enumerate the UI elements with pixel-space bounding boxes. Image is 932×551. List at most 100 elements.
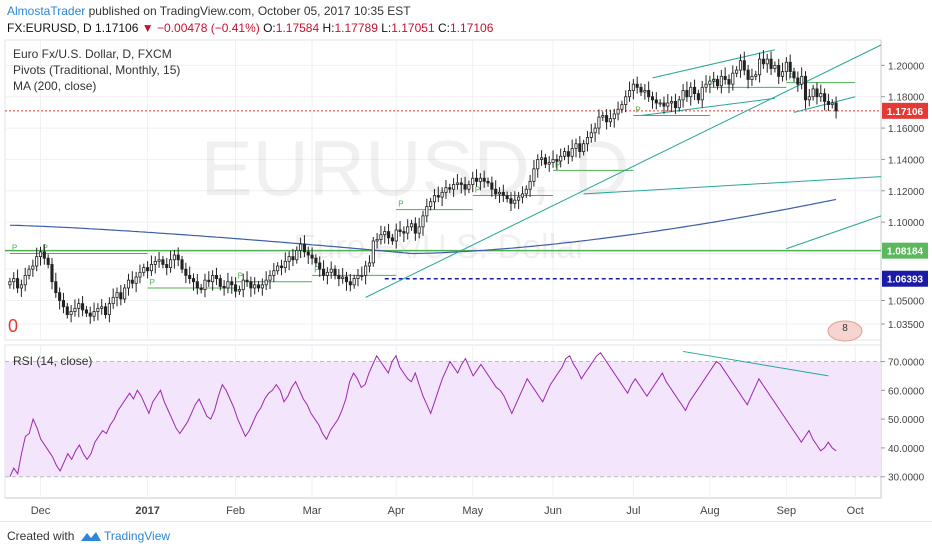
- candle-body: [19, 284, 23, 289]
- candle: [84, 306, 88, 317]
- pivot-label: P: [150, 278, 155, 287]
- chart-area[interactable]: EURUSD, D Euro Fx/U.S. Dollar PPPPPPPPPP…: [0, 38, 932, 521]
- candle-body: [115, 292, 119, 298]
- candle: [134, 271, 138, 293]
- price-pane[interactable]: [4, 39, 882, 341]
- candle-body: [440, 191, 444, 198]
- candle: [130, 271, 134, 289]
- rsi-tick-label: 30.0000: [888, 473, 925, 484]
- candle: [803, 71, 808, 109]
- candle-body: [784, 61, 788, 73]
- candle-body: [513, 199, 517, 204]
- candle-body: [333, 268, 337, 276]
- candle-body: [157, 259, 161, 262]
- candle-body: [708, 80, 712, 85]
- candle-body: [126, 279, 131, 289]
- candle-body: [704, 83, 708, 88]
- candle-body: [670, 101, 674, 104]
- candle-body: [742, 60, 746, 71]
- candle-body: [432, 195, 437, 203]
- legend-ma[interactable]: MA (200, close): [13, 79, 97, 93]
- candle-body: [490, 182, 494, 190]
- candle: [218, 274, 222, 291]
- candle-body: [230, 281, 234, 286]
- candle-body: [306, 251, 310, 256]
- candle: [677, 95, 681, 112]
- candle-body: [207, 279, 211, 283]
- change-arrow-icon: ▼: [141, 21, 154, 35]
- author-link[interactable]: AlmostaTrader: [7, 4, 86, 18]
- candle: [478, 173, 482, 191]
- candle: [754, 70, 758, 81]
- candle-body: [803, 75, 808, 101]
- candle: [540, 150, 544, 166]
- candle: [796, 71, 800, 92]
- time-tick-label: Dec: [31, 505, 51, 517]
- candle: [559, 148, 563, 168]
- trendline: [786, 215, 882, 250]
- symbol-ohlc-line: FX:EURUSD, D 1.17106 ▼ −0.00478 (−0.41%)…: [7, 21, 493, 35]
- candle: [207, 271, 211, 287]
- candle: [172, 249, 176, 269]
- candle: [800, 67, 804, 90]
- candle: [673, 93, 677, 115]
- candle: [459, 177, 463, 194]
- price-label-text: 1.08184: [887, 247, 924, 258]
- candle-body: [819, 93, 823, 98]
- candle: [375, 232, 379, 249]
- candle-body: [551, 159, 555, 163]
- tradingview-brand[interactable]: TradingView: [104, 529, 171, 543]
- candle-body: [299, 243, 303, 251]
- candle: [704, 75, 708, 93]
- candle-body: [69, 311, 73, 316]
- candle: [524, 185, 528, 198]
- candle-body: [27, 268, 31, 276]
- price-label-box: [882, 102, 928, 119]
- candle-body: [796, 77, 800, 85]
- trendline: [640, 97, 775, 117]
- time-tick-label: Feb: [226, 505, 245, 517]
- candle-body: [826, 101, 830, 105]
- candle-body: [390, 237, 394, 242]
- candle-body: [700, 86, 704, 101]
- zero-marker: 0: [8, 316, 18, 336]
- published-text: published on TradingView.com, October 05…: [88, 4, 411, 18]
- candle-body: [696, 93, 700, 101]
- candle-body: [360, 275, 364, 277]
- candle-body: [310, 254, 314, 259]
- candle-body: [46, 257, 50, 265]
- candle-body: [773, 64, 777, 69]
- candle: [574, 138, 578, 158]
- candle-body: [245, 279, 249, 283]
- candle-body: [494, 188, 498, 195]
- candle: [256, 280, 261, 292]
- candle: [35, 247, 39, 272]
- candle-body: [643, 90, 647, 93]
- candle: [237, 285, 241, 296]
- candle: [589, 123, 593, 143]
- rsi-line: [9, 352, 837, 477]
- price-tick-label: 1.20000: [888, 61, 925, 72]
- candle-body: [777, 64, 781, 77]
- candle: [96, 303, 100, 321]
- rsi-axis[interactable]: 30.0000 40.0000 50.0000 60.0000 70.0000: [881, 358, 925, 484]
- candle: [222, 279, 226, 296]
- candle-body: [31, 265, 35, 270]
- legend-pivots[interactable]: Pivots (Traditional, Monthly, 15): [13, 63, 181, 77]
- time-axis[interactable]: Dec 2017 Feb Mar Apr May Jun Jul Aug Sep Oct: [31, 505, 864, 517]
- candle: [643, 84, 647, 100]
- candle: [402, 226, 406, 243]
- watermark-symbol: EURUSD, D: [200, 124, 629, 212]
- candle: [689, 82, 693, 106]
- candle: [306, 246, 310, 264]
- events-badge[interactable]: 8: [827, 320, 863, 342]
- candle: [811, 84, 815, 101]
- price-axis[interactable]: 1.03500 1.05000 1.10000 1.12000 1.14000 1.160…: [881, 61, 925, 331]
- candle: [585, 131, 590, 152]
- candle-body: [337, 275, 341, 279]
- candle: [467, 180, 471, 194]
- pivot-label: P: [475, 185, 480, 194]
- candle: [513, 191, 517, 209]
- candle-body: [471, 177, 475, 185]
- legend-rsi[interactable]: RSI (14, close): [13, 354, 93, 368]
